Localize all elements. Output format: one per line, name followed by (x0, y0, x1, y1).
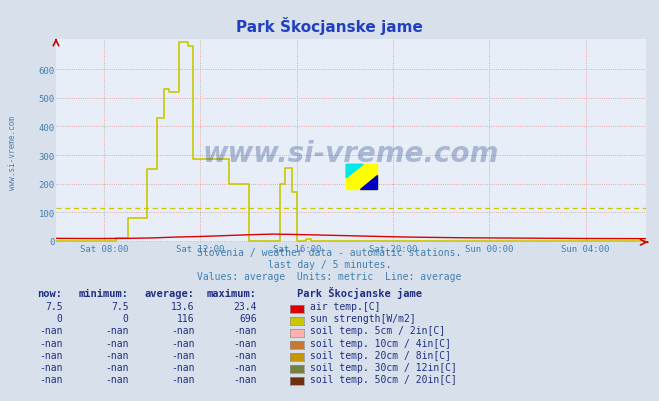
Text: -nan: -nan (39, 374, 63, 384)
Text: www.si-vreme.com: www.si-vreme.com (8, 115, 17, 189)
Text: -nan: -nan (105, 362, 129, 372)
Bar (346, 165, 378, 189)
Text: -nan: -nan (233, 326, 257, 336)
Text: -nan: -nan (171, 362, 194, 372)
Text: -nan: -nan (171, 338, 194, 348)
Text: 0: 0 (57, 314, 63, 324)
Text: -nan: -nan (171, 326, 194, 336)
Text: 0: 0 (123, 314, 129, 324)
Text: -nan: -nan (105, 338, 129, 348)
Text: -nan: -nan (233, 362, 257, 372)
Text: -nan: -nan (233, 350, 257, 360)
Text: -nan: -nan (105, 326, 129, 336)
Text: -nan: -nan (39, 326, 63, 336)
Polygon shape (346, 165, 363, 178)
Text: air temp.[C]: air temp.[C] (310, 302, 380, 312)
Text: -nan: -nan (233, 374, 257, 384)
Text: last day / 5 minutes.: last day / 5 minutes. (268, 259, 391, 269)
Text: 7.5: 7.5 (111, 302, 129, 312)
Text: 23.4: 23.4 (233, 302, 257, 312)
Text: 116: 116 (177, 314, 194, 324)
Text: 7.5: 7.5 (45, 302, 63, 312)
Text: soil temp. 5cm / 2in[C]: soil temp. 5cm / 2in[C] (310, 326, 445, 336)
Text: www.si-vreme.com: www.si-vreme.com (203, 140, 499, 168)
Text: -nan: -nan (171, 374, 194, 384)
Text: Values: average  Units: metric  Line: average: Values: average Units: metric Line: aver… (197, 271, 462, 281)
Text: Park Škocjanske jame: Park Škocjanske jame (297, 287, 422, 299)
Text: soil temp. 20cm / 8in[C]: soil temp. 20cm / 8in[C] (310, 350, 451, 360)
Text: now:: now: (38, 289, 63, 299)
Text: -nan: -nan (105, 374, 129, 384)
Polygon shape (360, 176, 378, 189)
Text: -nan: -nan (39, 350, 63, 360)
Text: -nan: -nan (171, 350, 194, 360)
Text: 696: 696 (239, 314, 257, 324)
Text: maximum:: maximum: (207, 289, 257, 299)
Text: -nan: -nan (233, 338, 257, 348)
Text: soil temp. 50cm / 20in[C]: soil temp. 50cm / 20in[C] (310, 374, 457, 384)
Text: soil temp. 30cm / 12in[C]: soil temp. 30cm / 12in[C] (310, 362, 457, 372)
Text: 13.6: 13.6 (171, 302, 194, 312)
Text: -nan: -nan (105, 350, 129, 360)
Text: sun strength[W/m2]: sun strength[W/m2] (310, 314, 415, 324)
Text: minimum:: minimum: (78, 289, 129, 299)
Text: soil temp. 10cm / 4in[C]: soil temp. 10cm / 4in[C] (310, 338, 451, 348)
Text: -nan: -nan (39, 338, 63, 348)
Text: Slovenia / weather data - automatic stations.: Slovenia / weather data - automatic stat… (197, 248, 462, 258)
Text: average:: average: (144, 289, 194, 299)
Text: -nan: -nan (39, 362, 63, 372)
Text: Park Škocjanske jame: Park Škocjanske jame (236, 17, 423, 35)
